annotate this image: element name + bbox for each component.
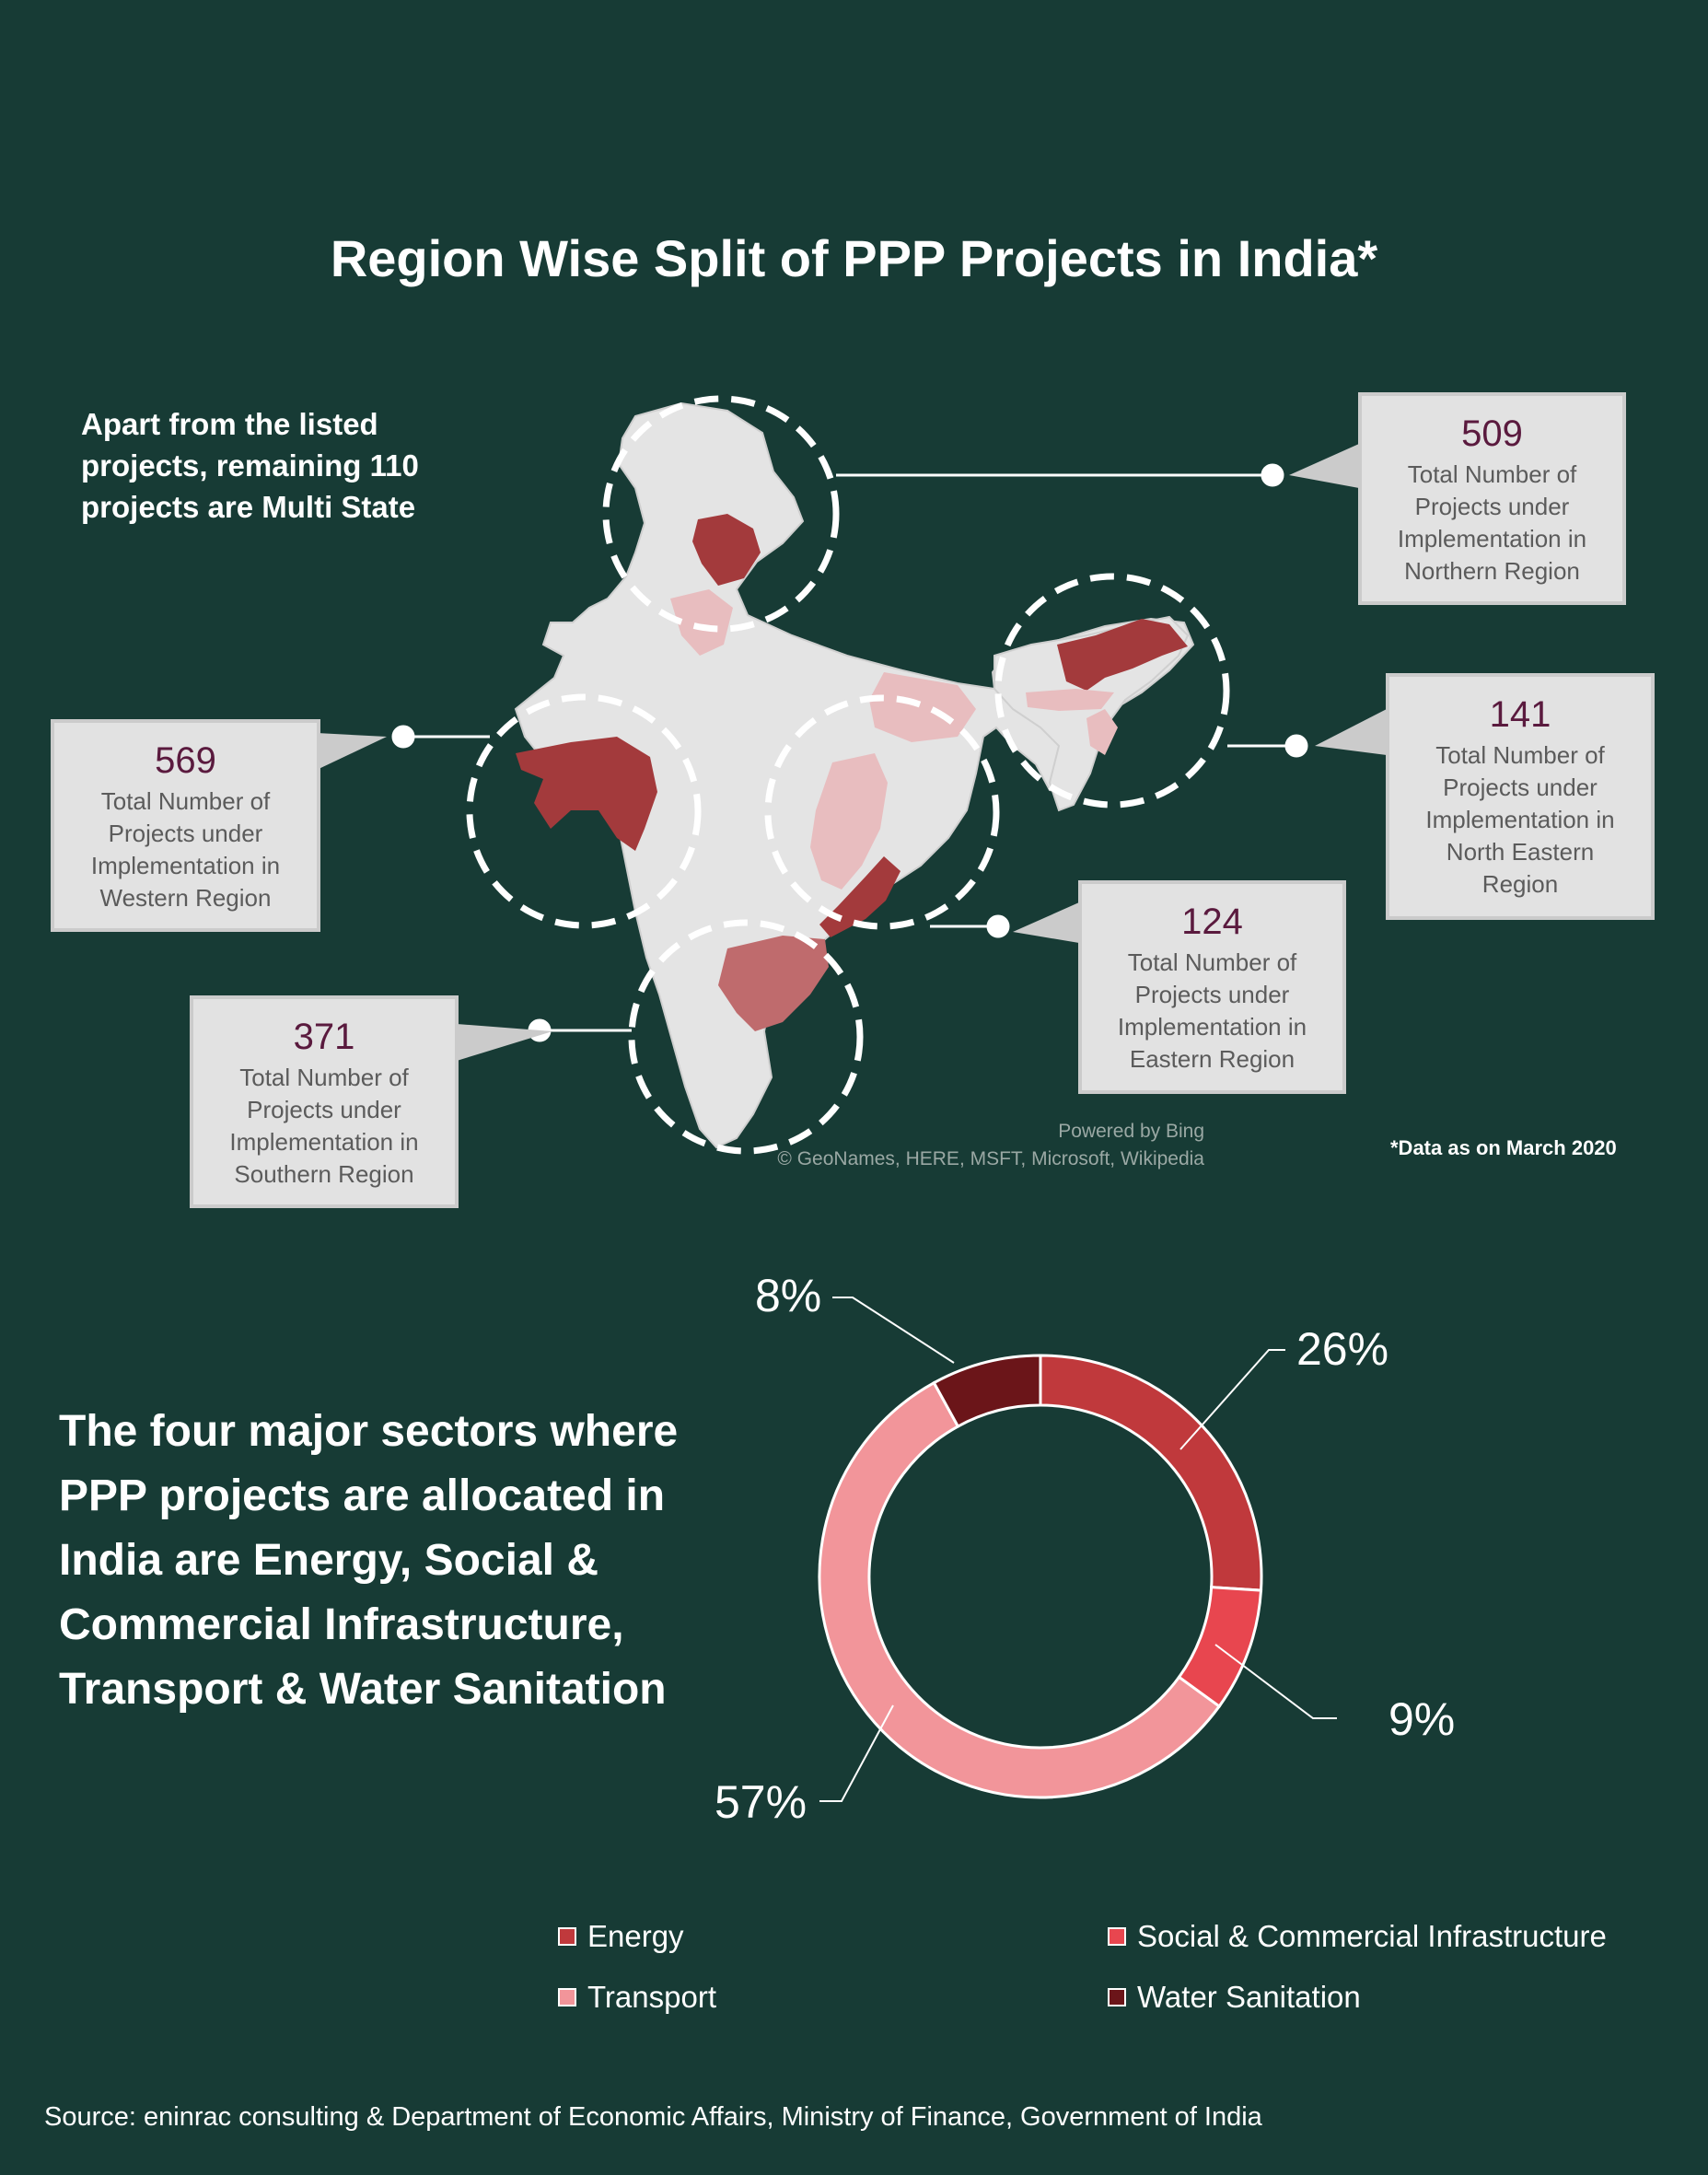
state-eastern-light-2: [810, 753, 888, 890]
circle-east: [764, 694, 1000, 930]
state-northeast-light: [1026, 689, 1114, 711]
pct-energy: 26%: [1296, 1323, 1389, 1375]
south-label: Total Number of Projects under Implement…: [229, 1064, 419, 1188]
callout-northeast: 141 Total Number of Projects under Imple…: [1386, 673, 1655, 920]
pct-social: 9%: [1388, 1693, 1456, 1745]
state-northern-light: [670, 589, 733, 656]
west-value: 569: [155, 740, 216, 781]
northeast-label: Total Number of Projects under Implement…: [1425, 741, 1615, 898]
circle-south: [628, 919, 864, 1155]
north-value: 509: [1461, 413, 1523, 454]
east-value: 124: [1181, 901, 1243, 942]
legend-swatch-energy: [558, 1927, 576, 1946]
page-title: Region Wise Split of PPP Projects in Ind…: [330, 229, 1378, 287]
callout-south: 371 Total Number of Projects under Imple…: [190, 995, 459, 1208]
connectors: [391, 463, 1308, 1042]
state-eastern-light-1: [869, 672, 976, 742]
state-northeast-light-2: [1086, 709, 1118, 755]
legend-swatch-social: [1108, 1927, 1126, 1946]
state-northern-dark: [692, 514, 761, 586]
state-western-dark: [516, 737, 657, 851]
sectors-description: The four major sectors where PPP project…: [59, 1407, 679, 1714]
donut-slice-energy: [1039, 1354, 1263, 1592]
region-highlight-circles: [466, 395, 1230, 1155]
west-label: Total Number of Projects under Implement…: [90, 787, 281, 912]
circle-northeast: [994, 573, 1230, 808]
donut-slice-water: [932, 1354, 1042, 1429]
sector-donut-chart: [818, 1354, 1263, 1799]
donut-leader-lines: [819, 1297, 1337, 1802]
legend-energy: Energy: [558, 1919, 684, 1954]
circle-north: [602, 395, 840, 633]
east-label: Total Number of Projects under Implement…: [1117, 948, 1307, 1073]
callout-north: 509 Total Number of Projects under Imple…: [1358, 392, 1626, 605]
north-label: Total Number of Projects under Implement…: [1397, 460, 1587, 585]
legend-water: Water Sanitation: [1108, 1980, 1361, 2015]
circle-west: [466, 693, 702, 929]
pct-water: 8%: [755, 1270, 822, 1321]
map-credit: Powered by Bing © GeoNames, HERE, MSFT, …: [777, 1121, 1204, 1169]
callout-pointers: [317, 444, 1387, 1061]
south-value: 371: [293, 1017, 355, 1057]
donut-slice-transport: [818, 1380, 1222, 1799]
state-southern-mid: [718, 936, 829, 1031]
multi-state-note: Apart from the listed projects, remainin…: [81, 407, 419, 524]
callout-west: 569 Total Number of Projects under Imple…: [51, 719, 320, 932]
pct-transport: 57%: [715, 1776, 808, 1828]
data-note: *Data as on March 2020: [1390, 1136, 1617, 1159]
legend-swatch-transport: [558, 1988, 576, 2006]
legend-swatch-water: [1108, 1988, 1126, 2006]
callout-east: 124 Total Number of Projects under Imple…: [1078, 880, 1346, 1094]
source-note: Source: eninrac consulting & Department …: [44, 2102, 1262, 2132]
legend-transport: Transport: [558, 1980, 716, 2015]
northeast-value: 141: [1489, 694, 1551, 735]
legend-social: Social & Commercial Infrastructure: [1108, 1919, 1607, 1954]
state-northeast-dark: [1057, 619, 1188, 691]
